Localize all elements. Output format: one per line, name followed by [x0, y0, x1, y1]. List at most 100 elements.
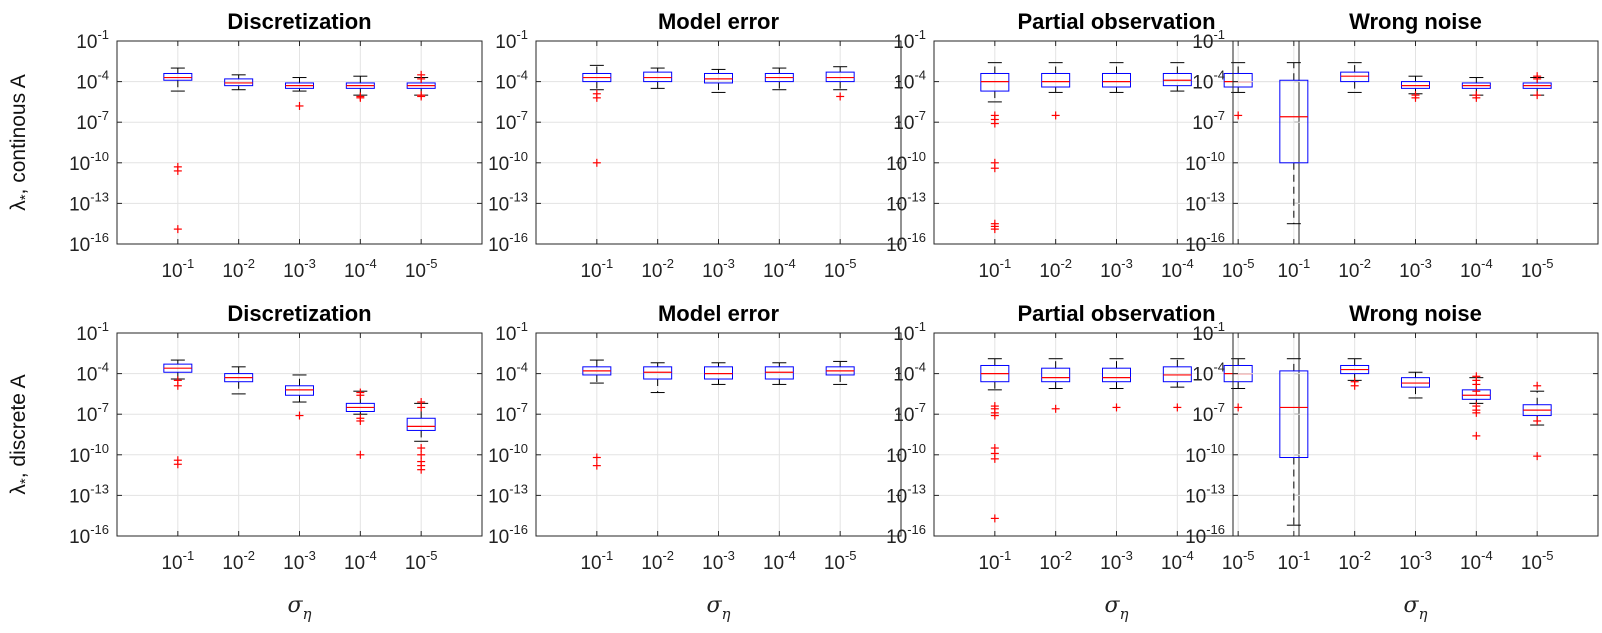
x-tick-exponent: -5: [1243, 256, 1255, 271]
x-tick-base: 10: [1039, 261, 1060, 282]
outlier-marker: [1234, 111, 1243, 120]
y-tick-exponent: -13: [907, 189, 926, 204]
x-axis-label: ση: [706, 593, 730, 623]
box-rect: [704, 366, 733, 380]
box-2: [1041, 62, 1071, 120]
box-1: [163, 359, 193, 469]
panel-2-1: Discretization10-110-410-710-1010-1310-1…: [69, 301, 483, 623]
outlier-marker: [173, 460, 182, 469]
y-tick-exponent: -7: [516, 400, 528, 415]
box-rect: [1041, 367, 1071, 383]
x-tick-label: 10-1: [161, 548, 194, 574]
y-tick-exponent: -10: [509, 441, 528, 456]
outlier-marker: [356, 450, 365, 459]
y-tick-exponent: -1: [914, 319, 926, 334]
outlier-marker: [990, 411, 999, 420]
y-tick-exponent: -7: [97, 400, 109, 415]
x-tick-label: 10-5: [405, 256, 438, 282]
x-tick-exponent: -1: [1000, 548, 1012, 563]
y-tick-base: 10: [76, 73, 97, 94]
x-axis-label: ση: [1403, 593, 1427, 623]
y-tick-label: 10-13: [886, 481, 926, 507]
y-tick-label: 10-10: [886, 441, 926, 467]
y-tick-base: 10: [886, 446, 907, 467]
x-tick-base: 10: [283, 553, 304, 574]
x-tick-base: 10: [1338, 553, 1359, 574]
x-tick-base: 10: [763, 553, 784, 574]
box-2: [224, 74, 254, 91]
y-tick-exponent: -7: [914, 400, 926, 415]
x-tick-base: 10: [1460, 553, 1481, 574]
x-tick-exponent: -3: [1420, 256, 1432, 271]
panel-2-2: Model error10-110-410-710-1010-1310-1610…: [488, 301, 902, 623]
x-tick-base: 10: [405, 553, 426, 574]
y-tick-base: 10: [1192, 113, 1213, 134]
x-tick-label: 10-3: [1399, 548, 1432, 574]
x-axis-label-subscript: η: [1120, 605, 1129, 623]
y-tick-label: 10-1: [495, 27, 528, 53]
outlier-marker: [1472, 431, 1481, 440]
y-tick-base: 10: [886, 486, 907, 507]
box-5: [406, 398, 436, 474]
x-tick-label: 10-5: [1222, 256, 1255, 282]
box-rect: [1401, 377, 1430, 388]
outlier-marker: [990, 454, 999, 463]
outlier-marker: [356, 391, 365, 400]
box-2: [1041, 358, 1071, 413]
y-tick-exponent: -4: [97, 360, 109, 375]
outlier-marker: [295, 101, 304, 110]
x-tick-label: 10-2: [222, 256, 255, 282]
x-tick-base: 10: [161, 553, 182, 574]
ylabel-text: , continous A: [7, 74, 30, 194]
y-tick-base: 10: [69, 194, 90, 215]
x-tick-exponent: -4: [1182, 256, 1194, 271]
panel-title: Model error: [658, 9, 779, 34]
x-tick-exponent: -4: [365, 548, 377, 563]
y-tick-base: 10: [1192, 73, 1213, 94]
y-tick-label: 10-7: [1192, 400, 1225, 426]
y-tick-exponent: -16: [907, 230, 926, 245]
y-tick-label: 10-10: [488, 441, 528, 467]
outlier-marker: [1051, 404, 1060, 413]
box-rect: [1162, 366, 1192, 383]
y-tick-label: 10-10: [488, 149, 528, 175]
x-tick-exponent: -4: [1481, 548, 1493, 563]
box-1: [980, 62, 1010, 234]
x-tick-exponent: -2: [243, 256, 255, 271]
x-axis-label-subscript: η: [303, 605, 312, 623]
y-tick-base: 10: [69, 235, 90, 256]
y-tick-label: 10-1: [76, 319, 109, 345]
box-2: [224, 366, 254, 395]
y-tick-label: 10-1: [1192, 27, 1225, 53]
box-2: [1340, 62, 1370, 93]
panel-1-2: Model error10-110-410-710-1010-1310-1610…: [488, 9, 902, 282]
box-3: [1401, 75, 1430, 102]
y-tick-base: 10: [893, 73, 914, 94]
y-tick-base: 10: [495, 324, 516, 345]
x-tick-exponent: -1: [183, 548, 195, 563]
axes-frame: [1232, 40, 1599, 245]
outlier-marker: [836, 92, 845, 101]
y-tick-exponent: -1: [1213, 319, 1225, 334]
outlier-marker: [1112, 403, 1121, 412]
x-tick-exponent: -3: [723, 256, 735, 271]
x-tick-exponent: -2: [1359, 548, 1371, 563]
x-axis-label-symbol: σ: [1403, 593, 1419, 618]
y-tick-label: 10-16: [1185, 230, 1225, 256]
y-tick-label: 10-4: [893, 68, 926, 94]
y-tick-exponent: -13: [90, 189, 109, 204]
panel-title: Discretization: [227, 9, 371, 34]
y-tick-base: 10: [488, 194, 509, 215]
y-tick-base: 10: [886, 527, 907, 548]
x-tick-label: 10-3: [1399, 256, 1432, 282]
x-tick-exponent: -3: [1121, 548, 1133, 563]
y-tick-exponent: -1: [516, 27, 528, 42]
y-tick-label: 10-4: [495, 360, 528, 386]
y-tick-exponent: -1: [1213, 27, 1225, 42]
panel-2-4: Wrong noise10-110-410-710-1010-1310-1610…: [1185, 301, 1599, 623]
y-tick-label: 10-13: [488, 189, 528, 215]
box-1: [163, 67, 193, 234]
x-tick-base: 10: [641, 261, 662, 282]
y-tick-label: 10-1: [1192, 319, 1225, 345]
x-tick-exponent: -1: [183, 256, 195, 271]
